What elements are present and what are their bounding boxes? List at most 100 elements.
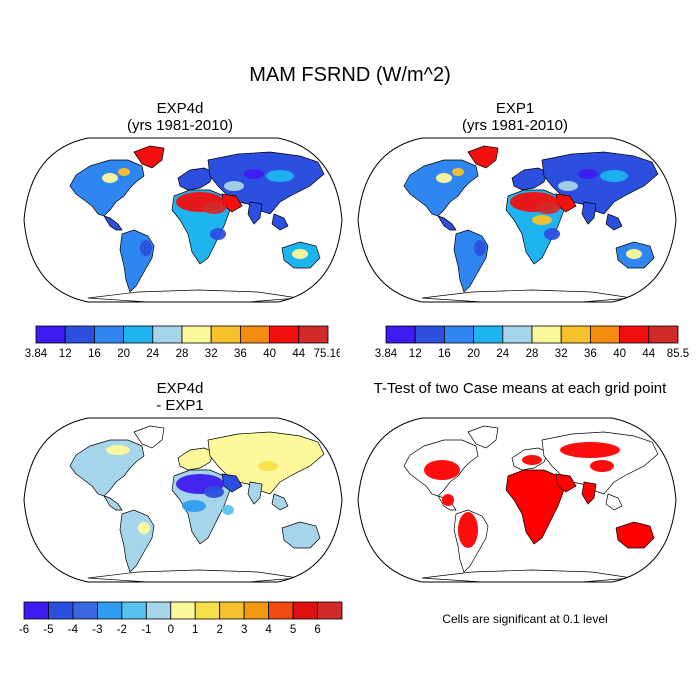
colorbar-swatch	[219, 601, 245, 620]
field-patch	[560, 442, 620, 458]
land-arabia	[221, 193, 243, 213]
land-antarctica	[87, 569, 299, 582]
colorbar-tick-label: 75.16	[314, 348, 340, 360]
colorbar-swatch	[414, 325, 445, 344]
colorbar-swatch	[385, 325, 416, 344]
colorbar-swatch	[473, 325, 504, 344]
colorbar-swatch	[317, 601, 343, 620]
colorbar-tick-label: 40	[263, 348, 276, 360]
colorbar-tick-label: 24	[146, 348, 159, 360]
colorbar-swatch	[648, 325, 679, 344]
figure-title: MAM FSRND (W/m^2)	[249, 64, 451, 86]
map-outline	[23, 417, 343, 583]
field-patch	[224, 181, 244, 191]
field-patch	[182, 500, 206, 512]
colorbar-swatch	[94, 325, 125, 344]
colorbar-swatch	[502, 325, 533, 344]
land-europe	[177, 447, 215, 471]
colorbar-tick-label: 5	[290, 624, 296, 636]
colorbar-exp4d: 3.84 12 16 20 24 28 32 36 40 44 75.16	[25, 325, 340, 360]
colorbar-tick-label: 28	[526, 348, 539, 360]
colorbar-tick-label: 0	[168, 624, 174, 636]
land-centralAmerica	[437, 215, 457, 231]
colorbar-tick-label: 3.84	[25, 348, 48, 360]
field-patch	[424, 460, 460, 480]
field-patch	[204, 486, 224, 498]
field-patch	[118, 168, 130, 176]
field-patch	[106, 445, 130, 455]
panel-title-exp1-line2: (yrs 1981-2010)	[462, 117, 568, 134]
field-patch	[558, 181, 578, 191]
land-greenland	[133, 425, 165, 449]
colorbar-swatch	[589, 325, 620, 344]
colorbar-swatch	[145, 601, 172, 620]
colorbar-tick-label: 44	[292, 348, 305, 360]
map-outline	[23, 137, 343, 303]
land-seAsia	[271, 493, 289, 511]
land-europe	[511, 167, 549, 191]
colorbar-tick-label: 20	[117, 348, 130, 360]
field-patch	[232, 442, 284, 454]
panel-title-exp4d-line2: (yrs 1981-2010)	[127, 117, 233, 134]
colorbar-swatch	[243, 601, 270, 620]
colorbar-tick-label: 20	[467, 348, 480, 360]
land-india	[581, 481, 597, 505]
colorbar-tick-label: 4	[265, 624, 272, 636]
colorbar-tick-label: 24	[496, 348, 509, 360]
colorbar-swatch	[560, 325, 591, 344]
colorbar-tick-label: -1	[141, 624, 151, 636]
map-outline	[357, 137, 677, 303]
map-exp4d	[23, 137, 343, 303]
land-arabia	[555, 193, 577, 213]
field-patch	[590, 460, 614, 472]
map-diff	[23, 417, 343, 583]
field-patch	[102, 173, 118, 183]
land-antarctica	[87, 289, 299, 302]
land-australia	[615, 521, 655, 549]
colorbar-tick-label: 2	[216, 624, 222, 636]
colorbar-swatch	[292, 601, 318, 620]
colorbar-swatch	[64, 325, 95, 344]
land-centralAmerica	[103, 215, 123, 231]
colorbar-swatch	[269, 325, 300, 344]
land-india	[247, 481, 263, 505]
field-patch	[436, 173, 452, 183]
colorbar-tick-label: 3	[241, 624, 247, 636]
land-arabia	[555, 473, 577, 493]
land-greenland	[467, 145, 499, 169]
colorbar-diff: -6 -5 -4 -3 -2 -1 0 1 2 3 4 5 6	[19, 601, 343, 636]
colorbar-swatch	[121, 601, 147, 620]
colorbar-swatch	[531, 325, 562, 344]
colorbar-swatch	[194, 601, 221, 620]
colorbar-tick-label: -3	[92, 624, 102, 636]
panel-title-diff-line2: - EXP1	[156, 397, 204, 414]
colorbar-swatch	[444, 325, 475, 344]
panel-title-exp4d: EXP4d (yrs 1981-2010)	[40, 100, 320, 134]
field-patch	[202, 202, 226, 214]
land-antarctica	[421, 569, 633, 582]
map-ttest	[357, 417, 677, 583]
colorbar-tick-label: 36	[584, 348, 597, 360]
field-patch	[600, 170, 628, 182]
colorbar-tick-label: 28	[176, 348, 189, 360]
colorbar-tick-label: 32	[205, 348, 218, 360]
colorbar-swatch	[239, 325, 270, 344]
panel-title-exp1-line1: EXP1	[495, 100, 535, 117]
colorbar-swatch	[48, 601, 74, 620]
field-patch	[258, 461, 278, 471]
colorbar-swatch	[181, 325, 212, 344]
panel-title-ttest: T-Test of two Case means at each grid po…	[373, 380, 667, 397]
panel-title-diff-line1: EXP4d	[156, 380, 204, 397]
colorbar-tick-label: 3.84	[375, 348, 398, 360]
land-greenland	[133, 145, 165, 169]
land-antarctica	[421, 289, 633, 302]
colorbar-tick-label: 36	[234, 348, 247, 360]
panel-title-diff: EXP4d - EXP1	[40, 380, 320, 414]
colorbar-swatch	[23, 601, 49, 620]
field-patch	[442, 494, 454, 506]
colorbar-tick-label: 40	[613, 348, 626, 360]
field-patch	[578, 169, 598, 179]
field-patch	[292, 249, 308, 259]
map-outline	[357, 417, 677, 583]
field-patch	[544, 228, 560, 240]
